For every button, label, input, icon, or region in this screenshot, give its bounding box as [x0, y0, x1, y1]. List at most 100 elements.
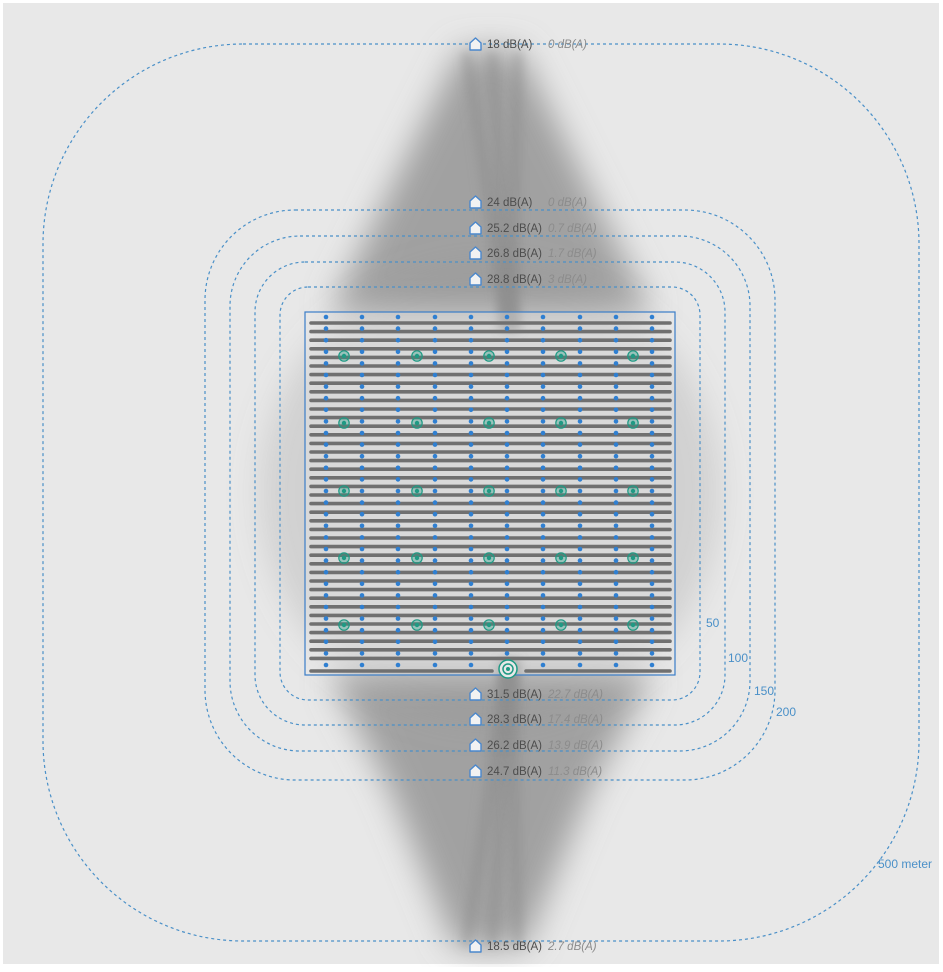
tracker-post — [323, 546, 329, 552]
tracker-post — [395, 662, 401, 668]
turbine-icon — [483, 485, 495, 497]
tracker-post — [504, 349, 510, 355]
tracker-post — [649, 337, 655, 343]
turbine-icon — [338, 485, 350, 497]
tracker-post — [540, 581, 546, 587]
tracker-post — [359, 453, 365, 459]
tracker-post — [649, 430, 655, 436]
house-icon — [469, 939, 482, 953]
house-icon — [469, 221, 482, 235]
tracker-post — [359, 337, 365, 343]
tracker-post — [359, 558, 365, 563]
tracker-post — [432, 477, 438, 482]
tracker-post — [323, 395, 329, 401]
turbine-icon — [627, 350, 639, 362]
tracker-post — [395, 546, 401, 552]
turbine-core — [341, 353, 347, 359]
tracker-post — [395, 523, 401, 529]
tracker-post — [540, 337, 546, 343]
receptor-level: 24.7 dB(A) — [487, 766, 542, 778]
tracker-post — [540, 419, 546, 424]
tracker-post — [504, 361, 510, 366]
house-outline — [469, 246, 482, 260]
tracker-post — [323, 465, 329, 471]
tracker-post — [323, 361, 329, 366]
house-icon — [469, 195, 482, 209]
turbine-icon — [338, 552, 350, 564]
distance-rings — [42, 43, 920, 942]
distance-ring — [204, 209, 776, 781]
tracker-post — [649, 546, 655, 552]
tracker-post — [504, 523, 510, 529]
receptors: 18 dB(A) 0 dB(A) 24 dB(A) 0 dB(A) 25.2 dB(A)… — [469, 37, 603, 953]
turbine-core — [341, 488, 347, 494]
house-outline — [469, 764, 482, 778]
turbine-icon — [483, 552, 495, 564]
tracker-post — [395, 395, 401, 401]
tracker-post — [540, 384, 546, 389]
tracker-post — [577, 511, 583, 517]
tracker-post — [504, 430, 510, 436]
tracker-post — [540, 477, 546, 482]
tracker-post — [468, 326, 474, 331]
ring-label: 150 — [754, 684, 774, 698]
ring-label: 100 — [728, 651, 748, 665]
turbine-core — [558, 488, 564, 494]
tracker-post — [577, 558, 583, 563]
tracker-post — [540, 662, 546, 668]
tracker-post — [432, 395, 438, 401]
receptor: 28.3 dB(A) 17.4 dB(A) — [469, 712, 603, 726]
tracker-post — [504, 616, 510, 621]
tracker-post — [468, 349, 474, 355]
house-outline — [469, 37, 482, 51]
tracker-post — [504, 419, 510, 424]
tracker-post — [323, 349, 329, 355]
tracker-post — [504, 465, 510, 471]
tracker-post — [504, 651, 510, 656]
tracker-post — [613, 569, 619, 575]
tracker-post — [649, 511, 655, 517]
tracker-post — [504, 569, 510, 575]
tracker-post — [504, 511, 510, 517]
receptor-level: 26.8 dB(A) — [487, 248, 542, 260]
receptor: 24.7 dB(A) 11.3 dB(A) — [469, 764, 602, 778]
tracker-post — [395, 651, 401, 656]
tracker-post — [468, 500, 474, 505]
tracker-post — [504, 604, 510, 610]
turbine-icon — [411, 485, 423, 497]
tracker-post — [577, 593, 583, 598]
turbine-core — [486, 353, 492, 359]
tracker-post — [432, 511, 438, 517]
tracker-post — [613, 337, 619, 343]
tracker-post — [649, 372, 655, 378]
tracker-post — [577, 535, 583, 540]
receptor-level: 28.3 dB(A) — [487, 714, 542, 726]
tracker-post — [649, 361, 655, 366]
tracker-post — [504, 372, 510, 378]
tracker-post — [577, 372, 583, 378]
tracker-post — [468, 407, 474, 413]
tracker-post — [359, 581, 365, 587]
receptor-delta: 3 dB(A) — [548, 274, 587, 286]
tracker-post — [395, 337, 401, 343]
turbine-core — [630, 420, 636, 426]
tracker-post — [504, 500, 510, 505]
tracker-post — [649, 593, 655, 598]
tracker-post — [395, 407, 401, 413]
turbine-icon — [483, 350, 495, 362]
house-icon — [469, 738, 482, 752]
tracker-post — [613, 349, 619, 355]
tracker-post — [613, 372, 619, 378]
tracker-post — [540, 500, 546, 505]
turbine-icon — [555, 552, 567, 564]
tracker-post — [323, 442, 329, 447]
tracker-post — [468, 581, 474, 587]
tracker-post — [432, 558, 438, 563]
tracker-post — [323, 326, 329, 331]
receptor-delta: 2.7 dB(A) — [547, 941, 597, 953]
tracker-post — [649, 465, 655, 471]
tracker-post — [649, 604, 655, 610]
tracker-post — [468, 372, 474, 378]
